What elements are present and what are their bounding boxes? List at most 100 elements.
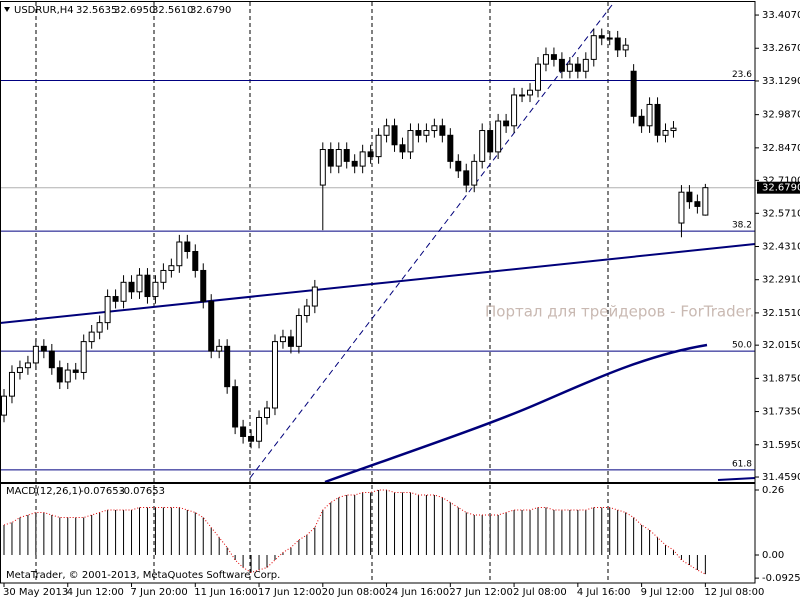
candle-body [271,341,278,409]
y-tick-label: 31.7350 [762,407,800,418]
candle-body [80,341,87,373]
y-tick-label: 33.2670 [762,43,800,54]
candle-body [479,130,486,162]
candle-body [319,149,326,186]
candle-body [351,160,358,167]
candle-body [40,345,47,352]
candle-body [646,103,653,127]
candle-body [279,336,286,343]
macd-value: -0.07653 [80,486,125,497]
candle-body [335,149,342,167]
candle-body [447,134,454,162]
candle-body [200,269,207,302]
candle-body [622,44,629,51]
macd-frame [0,483,756,584]
header-low: 32.5610 [152,5,193,16]
y-tick-label: 32.8470 [762,143,800,154]
candle-body [407,130,414,153]
candle-body [431,125,438,132]
candle-body [670,127,677,132]
frame [0,1,756,584]
x-tick-label: 24 Jun 16:00 [386,587,450,598]
y-tick-label: 31.8750 [762,373,800,384]
x-tick-label: 9 Jul 12:00 [641,587,695,598]
candle-body [56,367,63,383]
y-tick-label: 32.5710 [762,208,800,219]
candle-body [287,336,294,347]
candle-body [168,265,175,271]
candle-body [256,416,263,442]
candle-body [224,345,231,388]
price-panel: Портал для трейдеров - ForTrader.ru 23.6… [0,4,770,482]
candle-body [104,296,111,324]
x-tick-label: 4 Jul 16:00 [577,587,631,598]
header-high: 32.6950 [114,5,155,16]
y-tick-label: 32.2910 [762,275,800,286]
candle-body [566,63,573,72]
candle-body [72,369,79,373]
candle-body [590,35,597,60]
candle-body [574,63,581,72]
macd-signal-value: -0.07653 [120,486,165,497]
candle-body [415,130,422,136]
candle-body [542,54,549,65]
candle-body [144,274,151,298]
candle-body [88,331,95,343]
header-close: 32.6790 [190,5,231,16]
candle-body [295,315,302,347]
candle-body [678,191,685,224]
candle-body [128,281,135,293]
candle-body [375,134,382,158]
candle-body [311,286,318,307]
candle-body [614,37,621,51]
x-tick-label: 11 Jun 16:00 [194,587,258,598]
candle-body [463,170,470,186]
candle-body [519,94,526,97]
candle-body [654,103,661,136]
candle-body [399,144,406,153]
candle-body [638,115,645,127]
candle-body [662,130,669,136]
y-tick-label: 32.4310 [762,242,800,253]
candle-body [160,269,167,283]
y-tick-label: 32.1510 [762,308,800,319]
candle-body [558,58,565,72]
candle-body [550,54,557,60]
macd-y-tick-label: 0.00 [762,550,784,561]
copyright: MetaTrader, © 2001-2013, MetaQuotes Soft… [6,570,280,581]
candle-body [503,120,510,127]
candle-body [136,274,143,293]
candle-body [264,407,271,418]
candle-body [327,149,334,167]
header-open: 32.5635 [76,5,117,16]
y-tick-label: 32.9870 [762,110,800,121]
candle-body [184,241,191,252]
price-frame [0,1,756,483]
candle-body [24,362,31,369]
y-tick-label: 33.4070 [762,10,800,21]
candle-body [487,130,494,153]
x-tick-label: 12 Jul 08:00 [704,587,764,598]
y-tick-label: 31.4590 [762,472,800,483]
y-tick-label: 33.1290 [762,76,800,87]
candle-body [391,125,398,146]
y-tick-label: 32.7100 [762,175,800,186]
candle-body [471,160,478,186]
candle-body [208,300,215,352]
watermark: Портал для трейдеров - ForTrader.ru [485,303,770,321]
x-tick-label: 20 Jun 08:00 [322,587,386,598]
candle-body [96,322,103,333]
candle-body [439,125,446,136]
candle-body [367,151,374,158]
fib-level-label: 50.0 [732,341,752,351]
y-tick-label: 31.5950 [762,440,800,451]
x-tick-label: 27 Jun 12:00 [449,587,513,598]
moving-average [324,343,708,482]
candle-body [112,296,119,302]
candle-body [694,201,701,207]
trend-line [0,243,755,324]
current-price-box [757,181,800,194]
macd-label: MACD(12,26,1) [6,486,82,497]
